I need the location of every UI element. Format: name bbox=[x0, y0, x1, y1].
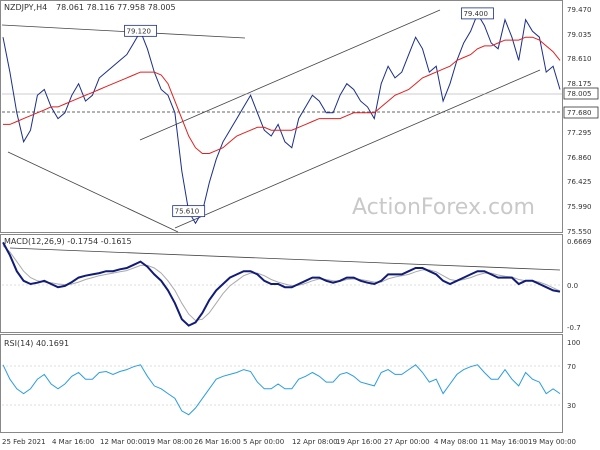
price-y-axis: 79.470 79.035 78.610 78.175 77.295 76.86… bbox=[567, 6, 592, 236]
rsi-series-layer bbox=[2, 364, 561, 416]
channel-upper bbox=[139, 9, 441, 141]
rsi-y-axis: 100 70 30 bbox=[567, 339, 580, 410]
rsi-y-tick: 30 bbox=[567, 402, 576, 410]
x-tick-label: 27 Apr 00:00 bbox=[384, 438, 430, 446]
support-level-label: 77.680 bbox=[567, 109, 592, 117]
annotation-label: 79.120 bbox=[127, 27, 151, 35]
x-tick-label: 25 Feb 2021 bbox=[2, 438, 46, 446]
x-tick-label: 19 Mar 08:00 bbox=[146, 438, 193, 446]
macd-series-layer bbox=[2, 241, 561, 327]
macd-trendline bbox=[9, 247, 561, 271]
x-tick-label: 11 May 16:00 bbox=[480, 438, 528, 446]
y-tick-label: 78.175 bbox=[567, 80, 592, 88]
macd-y-axis: 0.6669 0.0 -0.7 bbox=[567, 238, 592, 332]
rsi-title: RSI(14) 40.1691 bbox=[4, 339, 69, 348]
rsi-line bbox=[2, 364, 561, 416]
y-tick-label: 76.425 bbox=[567, 178, 592, 186]
x-axis: 25 Feb 2021 4 Mar 16:00 12 Mar 00:00 19 … bbox=[2, 438, 576, 446]
x-tick-label: 19 Apr 16:00 bbox=[336, 438, 382, 446]
price-series-line bbox=[2, 12, 561, 225]
y-tick-label: 75.550 bbox=[567, 228, 592, 236]
support-level-box bbox=[563, 106, 599, 119]
x-tick-label: 19 May 00:00 bbox=[528, 438, 576, 446]
annotation-label: 79.400 bbox=[463, 10, 488, 18]
current-price-label: 78.005 bbox=[567, 90, 592, 98]
x-tick-label: 12 Mar 00:00 bbox=[100, 438, 147, 446]
annotation-label: 75.610 bbox=[175, 208, 200, 216]
y-tick-label: 79.035 bbox=[567, 31, 592, 39]
y-tick-label: 76.860 bbox=[567, 154, 592, 162]
price-series-layer bbox=[2, 12, 561, 225]
annotation-box bbox=[172, 205, 206, 218]
price-annotation: 79.120 bbox=[124, 24, 157, 37]
rsi-y-tick: 100 bbox=[567, 339, 580, 347]
main-quote: 78.061 78.116 77.958 78.005 bbox=[56, 3, 176, 12]
y-tick-label: 75.990 bbox=[567, 203, 592, 211]
watermark: ActionForex.com bbox=[352, 195, 535, 220]
macd-y-tick: 0.6669 bbox=[567, 238, 592, 246]
annotation-box bbox=[461, 7, 494, 20]
main-title: NZDJPY,H4 bbox=[4, 3, 47, 12]
macd-title: MACD(12,26,9) -0.1754 -0.1615 bbox=[4, 237, 132, 246]
y-tick-label: 77.295 bbox=[567, 129, 592, 137]
price-annotation: 75.610 bbox=[172, 205, 206, 218]
falling-trendline bbox=[7, 151, 179, 233]
top-trendline bbox=[1, 24, 246, 39]
x-tick-label: 4 May 08:00 bbox=[434, 438, 478, 446]
macd-y-tick: -0.7 bbox=[567, 324, 581, 332]
trendlines bbox=[1, 9, 561, 271]
annotation-box bbox=[124, 24, 157, 37]
x-tick-label: 5 Apr 00:00 bbox=[243, 438, 284, 446]
moving-average-line bbox=[3, 36, 561, 154]
macd-line bbox=[2, 241, 561, 327]
macd-y-tick: 0.0 bbox=[567, 282, 578, 290]
rsi-panel-frame bbox=[0, 334, 563, 433]
channel-lower bbox=[174, 69, 541, 229]
price-annotation: 79.400 bbox=[461, 7, 494, 20]
annotation-layer: 79.120 75.610 79.400 bbox=[124, 7, 494, 218]
main-panel-frame bbox=[0, 0, 563, 233]
y-tick-label: 79.470 bbox=[567, 6, 592, 14]
x-tick-label: 12 Apr 08:00 bbox=[292, 438, 338, 446]
current-price-box bbox=[563, 87, 599, 100]
y-tick-label: 78.610 bbox=[567, 55, 592, 63]
macd-signal-line bbox=[2, 245, 561, 322]
rsi-y-tick: 70 bbox=[567, 363, 576, 371]
x-tick-label: 26 Mar 16:00 bbox=[194, 438, 241, 446]
x-tick-label: 4 Mar 16:00 bbox=[52, 438, 94, 446]
